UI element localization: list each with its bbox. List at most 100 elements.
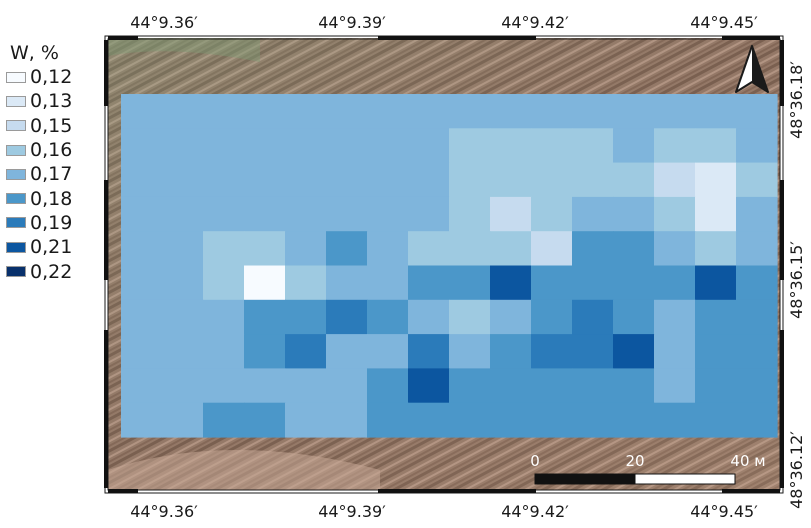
raster-cell xyxy=(531,231,573,267)
raster-cell xyxy=(490,162,532,198)
raster-cell xyxy=(572,128,614,164)
raster-cell xyxy=(613,299,655,335)
raster-cell xyxy=(695,402,737,438)
raster-cell xyxy=(408,334,450,369)
legend-item: 0,21 xyxy=(6,235,106,259)
raster-cell xyxy=(449,368,491,404)
raster-cell xyxy=(695,162,737,198)
scale-label-20: 20 xyxy=(625,452,644,470)
raster-cell xyxy=(285,196,327,232)
raster-cell xyxy=(326,196,368,232)
scale-label-0: 0 xyxy=(530,452,540,470)
raster-cell xyxy=(367,265,409,301)
raster-cell xyxy=(121,196,163,232)
raster-cell xyxy=(162,368,204,404)
raster-cell xyxy=(736,162,778,198)
legend-item: 0,17 xyxy=(6,162,106,186)
raster-cell xyxy=(203,334,245,369)
raster-cell xyxy=(654,231,696,267)
raster-cell xyxy=(572,196,614,232)
raster-cell xyxy=(654,265,696,301)
raster-cell xyxy=(285,265,327,301)
raster-cell xyxy=(203,368,245,404)
raster-cell xyxy=(736,231,778,267)
raster-cell xyxy=(326,299,368,335)
legend-label: 0,22 xyxy=(30,260,73,283)
raster-cell xyxy=(162,196,204,232)
raster-cell xyxy=(449,265,491,301)
raster-cell xyxy=(613,334,655,369)
raster-cell xyxy=(285,94,327,129)
raster-cell xyxy=(736,128,778,164)
raster-cell xyxy=(736,94,778,129)
raster-cell xyxy=(449,94,491,129)
raster-cell xyxy=(490,265,532,301)
raster-cell xyxy=(162,231,204,267)
legend: W, % 0,12 0,13 0,15 0,16 0,17 0,18 0,19 0,21 0,2… xyxy=(6,42,106,284)
raster-cell xyxy=(490,196,532,232)
raster-cell xyxy=(326,402,368,438)
legend-item: 0,15 xyxy=(6,114,106,138)
raster-cell xyxy=(654,299,696,335)
bottom-coord-label: 44°9.42′ xyxy=(501,502,569,521)
raster-cell xyxy=(736,368,778,404)
raster-cell xyxy=(408,402,450,438)
raster-cell xyxy=(613,231,655,267)
raster-cell xyxy=(326,368,368,404)
legend-label: 0,17 xyxy=(30,163,73,186)
raster-cell xyxy=(572,162,614,198)
raster-cell xyxy=(408,128,450,164)
raster-cell xyxy=(121,162,163,198)
raster-cell xyxy=(531,94,573,129)
raster-cell xyxy=(408,162,450,198)
map-frame xyxy=(104,35,784,494)
raster-cell xyxy=(572,94,614,129)
raster-cell xyxy=(490,128,532,164)
raster-cell xyxy=(531,299,573,335)
legend-swatch xyxy=(6,193,26,205)
raster-cell xyxy=(326,265,368,301)
bottom-coord-label: 44°9.39′ xyxy=(318,502,386,521)
raster-cell xyxy=(367,368,409,404)
raster-cell xyxy=(654,402,696,438)
raster-cell xyxy=(244,128,286,164)
raster-cell xyxy=(695,231,737,267)
raster-cell xyxy=(121,368,163,404)
right-coord-label: 48°36.15′ xyxy=(787,241,806,319)
raster-cell xyxy=(449,402,491,438)
legend-swatch xyxy=(6,71,26,83)
raster-cell xyxy=(449,128,491,164)
legend-swatch xyxy=(6,266,26,278)
raster-cell xyxy=(490,231,532,267)
legend-item: 0,16 xyxy=(6,138,106,162)
raster-cell xyxy=(244,402,286,438)
raster-cell xyxy=(613,368,655,404)
raster-cell xyxy=(490,299,532,335)
legend-label: 0,16 xyxy=(30,139,73,162)
raster-cell xyxy=(244,334,286,369)
raster-cell xyxy=(121,94,163,129)
raster-cell xyxy=(203,196,245,232)
raster-cell xyxy=(121,231,163,267)
raster-cell xyxy=(449,299,491,335)
raster-cell xyxy=(613,402,655,438)
right-coord-label: 48°36.18′ xyxy=(787,61,806,139)
raster-cell xyxy=(408,196,450,232)
raster-cell xyxy=(572,265,614,301)
raster-cell xyxy=(449,196,491,232)
raster-cell xyxy=(449,162,491,198)
raster-cell xyxy=(490,368,532,404)
top-coord-label: 44°9.42′ xyxy=(501,13,569,32)
legend-swatch xyxy=(6,144,26,156)
raster-cell xyxy=(613,162,655,198)
legend-item: 0,13 xyxy=(6,89,106,113)
raster-cell xyxy=(736,334,778,369)
legend-label: 0,19 xyxy=(30,211,73,234)
legend-item: 0,12 xyxy=(6,65,106,89)
raster-cell xyxy=(654,128,696,164)
bottom-coord-label: 44°9.45′ xyxy=(690,502,758,521)
raster-cell xyxy=(408,299,450,335)
raster-cell xyxy=(572,402,614,438)
raster-cell xyxy=(121,128,163,164)
